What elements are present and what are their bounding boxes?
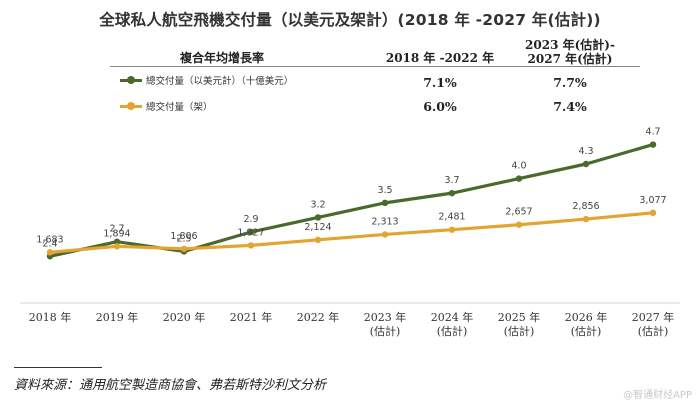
data-label: 4.3 (578, 146, 593, 157)
data-label: 2.7 (109, 224, 124, 235)
x-tick-label: 2025 年 (498, 310, 541, 324)
x-tick-label: 2023 年 (364, 310, 407, 324)
data-point (381, 231, 389, 238)
cagr-col2-header-line1: 2023 年(估計)- (525, 38, 615, 52)
x-tick-label: 2019 年 (96, 310, 139, 324)
data-point (515, 221, 523, 228)
cagr-col1-header: 2018 年 -2022 年 (385, 51, 495, 65)
data-label: 4.7 (645, 127, 660, 138)
data-point (314, 236, 322, 244)
data-point (649, 209, 657, 217)
x-tick-label: (估計) (638, 324, 669, 338)
data-label: 2.4 (42, 238, 57, 249)
x-tick-label: 2024 年 (431, 310, 474, 324)
cagr-usd-col1: 7.1% (423, 75, 457, 90)
chart-title: 全球私人航空飛機交付量（以美元及架計）(2018 年 -2027 年(估計)) (99, 11, 601, 29)
x-tick-label: 2026 年 (565, 310, 608, 324)
data-point (582, 160, 590, 168)
data-label: 3.5 (377, 185, 392, 196)
data-label: 3,077 (639, 195, 666, 206)
data-label: 1,806 (170, 231, 197, 242)
x-tick-label: (估計) (571, 324, 602, 338)
data-label: 2,124 (304, 222, 331, 233)
data-point (381, 199, 389, 207)
x-tick-label: 2020 年 (163, 310, 206, 324)
cagr-units-col1: 6.0% (423, 99, 457, 114)
data-label: 2,657 (505, 207, 532, 218)
data-point (515, 175, 523, 182)
source-divider (14, 367, 102, 368)
x-tick-label: 2021 年 (230, 310, 273, 324)
legend-swatch-usd (120, 76, 142, 84)
data-label: 1,927 (237, 227, 264, 238)
data-label: 2,856 (572, 201, 599, 212)
series-line-1 (49, 211, 654, 254)
watermark: @智通财经APP (623, 390, 692, 401)
data-point (113, 238, 121, 245)
cagr-row-header: 複合年均增長率 (180, 51, 265, 65)
data-point (582, 215, 590, 223)
data-point (180, 245, 188, 253)
data-point (448, 226, 456, 233)
x-tick-label: 2022 年 (297, 310, 340, 324)
data-point (46, 249, 54, 256)
cagr-col2-header-line2: 2027 年(估計) (527, 52, 613, 66)
data-label: 2.5 (176, 233, 191, 244)
legend-item-units: 總交付量（架） (120, 99, 213, 113)
series-line-0 (49, 143, 654, 258)
legend-label-units: 總交付量（架） (146, 102, 213, 113)
cagr-usd-col2: 7.7% (553, 75, 587, 90)
x-tick-label: (估計) (504, 324, 535, 338)
x-tick-label: (估計) (437, 324, 468, 338)
data-point (448, 189, 456, 197)
data-label: 4.0 (511, 161, 526, 172)
source-note: 資料來源：通用航空製造商協會、弗若斯特沙利文分析 (14, 378, 327, 393)
legend-label-usd: 總交付量（以美元計）（十億美元） (146, 76, 294, 87)
data-label: 2,481 (438, 212, 465, 223)
data-point (113, 243, 121, 250)
x-tick-label: 2018 年 (29, 310, 72, 324)
data-point (247, 228, 255, 236)
data-label: 3.2 (310, 199, 325, 210)
data-label: 1,683 (36, 234, 63, 245)
data-label: 3.7 (444, 175, 459, 186)
data-point (247, 242, 255, 249)
legend-item-usd: 總交付量（以美元計）（十億美元） (120, 73, 293, 87)
data-label: 2,313 (371, 216, 398, 227)
cagr-units-col2: 7.4% (553, 99, 587, 114)
data-label: 1,894 (103, 228, 130, 239)
legend-swatch-units (120, 102, 142, 110)
x-tick-label: (估計) (370, 324, 401, 338)
data-label: 2.9 (243, 214, 258, 225)
data-point (314, 214, 322, 221)
data-point (649, 141, 657, 148)
cagr-header-rule (110, 66, 640, 67)
x-tick-label: 2027 年 (632, 310, 675, 324)
